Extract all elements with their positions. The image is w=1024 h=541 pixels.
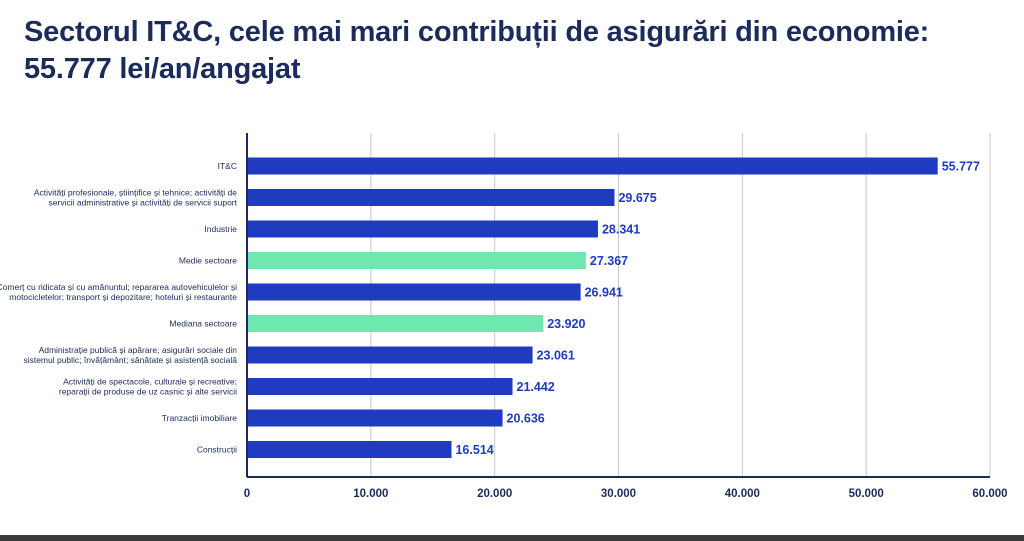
category-label: Mediana sectoare <box>169 319 237 329</box>
chart-title-line-2: 55.777 lei/an/angajat <box>24 53 301 85</box>
data-label: 23.061 <box>537 349 575 363</box>
chart-title: Sectorul IT&C, cele mai mari contribuții… <box>24 14 984 88</box>
x-tick-label: 0 <box>244 488 250 500</box>
category-label-line: Comerț cu ridicata și cu amănuntul; repa… <box>0 282 237 292</box>
data-label: 23.920 <box>547 317 585 331</box>
category-label-line: Mediana sectoare <box>169 319 237 329</box>
x-tick-label: 60.000 <box>972 488 1007 500</box>
bar <box>247 441 452 458</box>
category-label-line: Activități profesionale, științifice și … <box>34 188 237 198</box>
category-label-line: Medie sectoare <box>179 256 237 266</box>
category-label-line: Tranzacții imobiliare <box>162 413 238 423</box>
bottom-strip <box>0 535 1024 541</box>
bar <box>247 409 503 427</box>
data-label: 55.777 <box>942 160 980 174</box>
data-label: 21.442 <box>517 380 555 394</box>
category-label-line: IT&C <box>218 161 237 171</box>
category-label-line: Construcții <box>197 445 237 455</box>
bar <box>247 189 615 206</box>
category-label: Construcții <box>197 445 237 455</box>
bar <box>247 315 544 332</box>
category-label-line: servicii administrative și activități de… <box>49 198 238 208</box>
category-label: Tranzacții imobiliare <box>162 413 238 423</box>
category-label-line: sistemul public; învățământ; sănătate și… <box>23 355 237 365</box>
category-label: Medie sectoare <box>179 256 237 266</box>
x-tick-label: 30.000 <box>601 488 636 500</box>
bar <box>247 283 581 301</box>
data-label: 27.367 <box>590 254 628 268</box>
bar <box>247 252 586 269</box>
bar <box>247 220 598 238</box>
category-label: Industrie <box>204 224 237 234</box>
data-label: 16.514 <box>455 443 493 457</box>
category-label-line: Activități de spectacole, culturale și r… <box>63 377 237 387</box>
bar <box>247 378 513 395</box>
category-label-line: motocicletelor; transport și depozitare;… <box>9 292 237 302</box>
x-tick-label: 50.000 <box>849 488 884 500</box>
data-label: 26.941 <box>585 286 623 300</box>
data-label: 28.341 <box>602 223 640 237</box>
x-tick-label: 40.000 <box>725 488 760 500</box>
category-label: IT&C <box>218 161 237 171</box>
x-tick-label: 20.000 <box>477 488 512 500</box>
category-label: Activități de spectacole, culturale și r… <box>59 377 237 397</box>
category-label: Activități profesionale, științifice și … <box>34 188 238 208</box>
data-label: 29.675 <box>618 191 656 205</box>
bar <box>247 346 533 364</box>
category-label: Administrație publică și apărare; asigur… <box>23 345 237 365</box>
bar <box>247 157 938 175</box>
category-label-line: reparații de produse de uz casnic și alt… <box>59 387 237 397</box>
chart-title-line-1: Sectorul IT&C, cele mai mari contribuții… <box>24 16 930 48</box>
data-label: 20.636 <box>507 412 545 426</box>
category-label-line: Industrie <box>204 224 237 234</box>
category-label: Comerț cu ridicata și cu amănuntul; repa… <box>0 282 237 302</box>
x-tick-label: 10.000 <box>353 488 388 500</box>
category-label-line: Administrație publică și apărare; asigur… <box>39 345 238 355</box>
